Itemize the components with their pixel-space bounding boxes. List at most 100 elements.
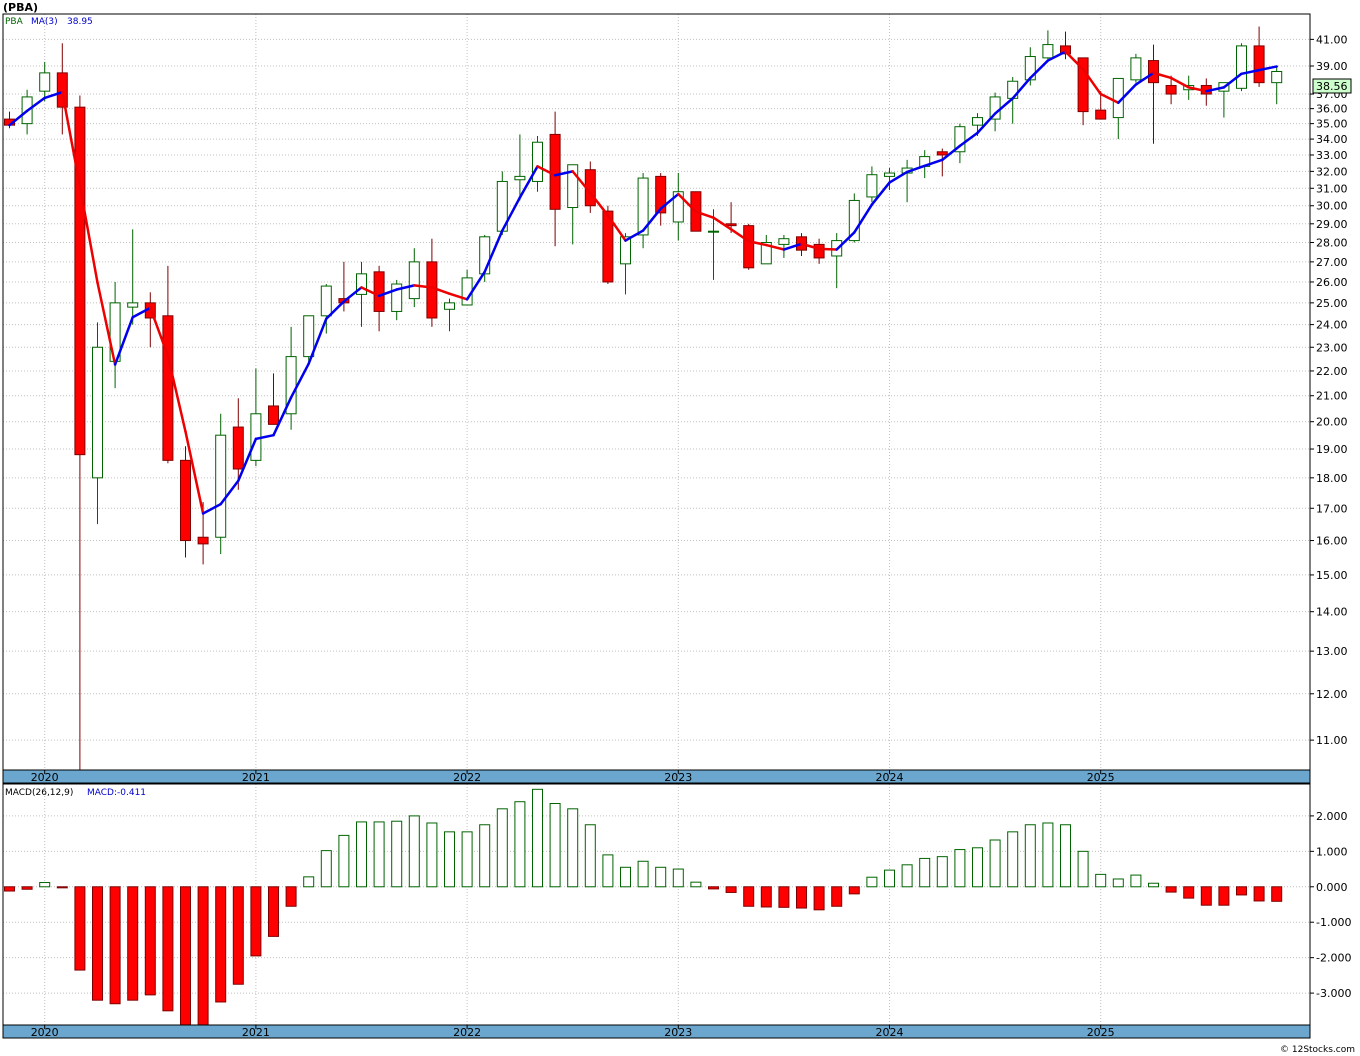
macd-bar — [127, 886, 139, 1001]
macd-year-axis: 2020 2021 2022 2023 2024 2025 — [2, 1024, 1311, 1039]
ma-segment — [483, 229, 504, 274]
ma-segment — [96, 281, 117, 366]
macd-bar — [972, 847, 983, 888]
candle-body — [778, 238, 790, 245]
ma-segment — [219, 479, 240, 506]
ma-segment — [131, 306, 152, 319]
candle-body — [884, 172, 895, 177]
ma-segment — [377, 288, 398, 298]
ma-segment — [360, 286, 381, 298]
macd-bar — [479, 824, 491, 888]
ma-segment — [1257, 65, 1278, 72]
price-y-tick-label: 28.00 — [1316, 236, 1348, 249]
price-y-tick-label: 34.00 — [1316, 133, 1348, 146]
ma-segment — [395, 284, 416, 291]
candle-body — [1165, 84, 1177, 95]
ma-segment — [606, 214, 627, 242]
price-y-tick-label: 35.00 — [1316, 118, 1348, 131]
ma-segment — [289, 362, 310, 399]
macd-bar — [1095, 873, 1107, 888]
year-label: 2023 — [664, 1026, 692, 1039]
price-y-tick-label: 12.00 — [1316, 688, 1348, 701]
macd-y-tick-label: -1.000 — [1316, 916, 1351, 929]
price-y-tick-label: 20.00 — [1316, 416, 1348, 429]
candle-body — [708, 230, 719, 233]
macd-bar — [567, 808, 579, 888]
macd-bar — [338, 834, 350, 888]
candle-body — [602, 210, 614, 283]
ma-segment — [923, 158, 944, 168]
candle-body — [408, 261, 420, 300]
candle-body — [672, 191, 684, 223]
price-y-tick-label: 39.00 — [1316, 60, 1348, 73]
macd-bar — [760, 886, 772, 908]
macd-bar — [39, 882, 51, 888]
macd-bar — [866, 876, 878, 888]
last-price-box — [1312, 78, 1352, 94]
candle-body — [866, 174, 878, 198]
price-year-axis: 2020 2021 2022 2023 2024 2025 — [2, 769, 1311, 784]
price-y-tick-label: 30.00 — [1316, 200, 1348, 213]
price-panel-frame — [2, 13, 1311, 771]
price-y-tick-label: 26.00 — [1316, 276, 1348, 289]
macd-y-axis: 2.000 1.000 0.000 -1.000 -2.000 -3.000 — [1310, 810, 1351, 1000]
ma-segment — [976, 112, 997, 135]
macd-bar — [1112, 878, 1124, 888]
ma-segment — [237, 437, 258, 483]
macd-bar — [144, 886, 156, 996]
macd-bar — [954, 849, 966, 888]
candle-body — [760, 241, 772, 265]
year-label: 2021 — [242, 1026, 270, 1039]
ma-segment — [272, 396, 293, 437]
macd-bar — [1165, 886, 1177, 893]
macd-bar — [1130, 874, 1142, 888]
ma-segment — [800, 242, 821, 251]
price-y-tick-label: 17.00 — [1316, 502, 1348, 515]
price-y-tick-label: 15.00 — [1316, 569, 1348, 582]
ma-value: 38.95 — [67, 17, 93, 27]
macd-bar — [268, 886, 279, 937]
ma-segment — [184, 430, 205, 515]
price-y-tick-label: 19.00 — [1316, 443, 1348, 456]
year-label: 2022 — [453, 1026, 481, 1039]
macd-bar — [444, 831, 455, 888]
price-y-tick-label: 41.00 — [1316, 33, 1348, 46]
macd-bar — [584, 824, 596, 888]
macd-y-tick-label: 2.000 — [1316, 810, 1348, 823]
price-y-tick-label: 27.00 — [1316, 256, 1348, 269]
macd-bar — [496, 808, 508, 888]
candle-body — [1148, 60, 1159, 84]
macd-bar — [1271, 886, 1283, 902]
macd-bar — [320, 850, 332, 888]
macd-bar — [162, 886, 174, 1012]
macd-bar — [1236, 886, 1247, 896]
price-y-tick-label: 31.00 — [1316, 182, 1348, 195]
ma-segment — [1064, 50, 1085, 71]
ma-label: MA(3) — [31, 17, 58, 27]
ma-segment — [1205, 86, 1226, 93]
ma-segment — [25, 96, 46, 113]
candle-body — [532, 141, 543, 182]
ma-segment — [1240, 68, 1261, 76]
candle-body — [444, 302, 455, 310]
ma-segment — [1099, 92, 1120, 105]
candle-body — [356, 273, 367, 295]
candle-body — [954, 126, 966, 153]
macd-bar — [1200, 886, 1212, 906]
price-y-axis: 11.00 12.00 13.00 14.00 15.00 16.00 17.00 18.00… — [1310, 33, 1348, 747]
ma-segment — [78, 184, 99, 284]
ma-segment — [993, 97, 1014, 115]
last-price-tag: 38.56 — [1312, 78, 1352, 94]
year-label: 2025 — [1087, 771, 1115, 784]
macd-bar — [796, 886, 807, 909]
ma-segment — [448, 292, 469, 301]
macd-bar — [708, 886, 719, 890]
ma-segment — [1187, 86, 1208, 93]
moving-average-line — [8, 50, 1278, 515]
ma-segment — [553, 170, 574, 177]
ma-segment — [941, 144, 962, 162]
macd-bar — [936, 856, 948, 888]
ma-segment — [1046, 50, 1067, 62]
price-legend: PBA MA(3) 38.95 — [5, 17, 93, 27]
macd-bar — [620, 866, 631, 888]
